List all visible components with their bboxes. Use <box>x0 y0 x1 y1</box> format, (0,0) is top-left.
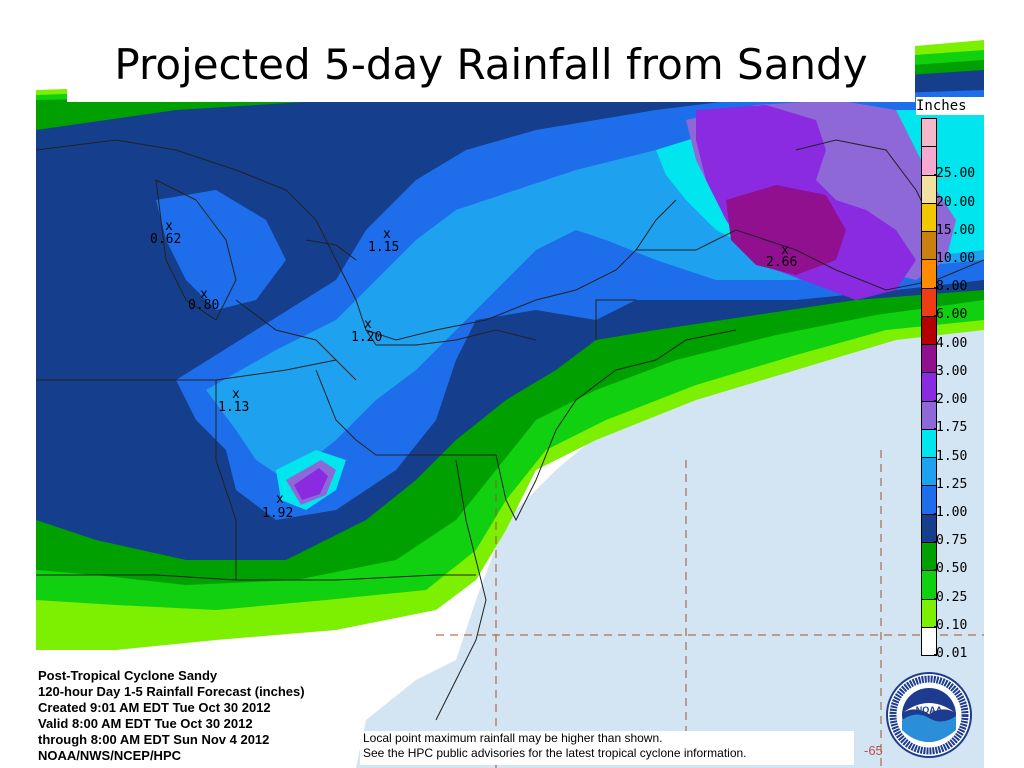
point-maximum-marker: x <box>232 387 240 402</box>
noaa-logo-wave <box>902 714 956 742</box>
point-maximum-value: 1.15 <box>368 240 399 255</box>
legend-swatch <box>922 429 936 459</box>
point-maximum-marker: x <box>200 287 208 302</box>
info-line-created: Created 9:01 AM EDT Tue Oct 30 2012 <box>38 700 271 715</box>
legend-swatch <box>922 203 936 233</box>
legend-level-label: 0.75 <box>933 533 968 549</box>
noaa-logo-text: NOAA <box>916 705 943 715</box>
legend-title: Inches <box>916 97 986 115</box>
offshore-grid-lines <box>436 450 984 768</box>
point-maximum-value: 1.92 <box>262 506 293 521</box>
legend-swatch <box>922 599 936 628</box>
info-line-product: 120-hour Day 1-5 Rainfall Forecast (inch… <box>38 684 305 699</box>
point-maximum-5: x 1.92 <box>262 492 293 521</box>
noaa-logo-band <box>889 675 969 755</box>
point-maximum-marker: x <box>364 317 372 332</box>
info-line-through: through 8:00 AM EDT Sun Nov 4 2012 <box>38 732 270 747</box>
legend-level-label: 20.00 <box>933 194 976 210</box>
rainfall-map: x 0.62 x 0.80 x 1.15 x 1.20 x 1.13 x 1.9… <box>36 0 984 768</box>
point-maximum-2: x 1.15 <box>368 227 399 255</box>
legend-color-bar <box>921 118 937 656</box>
legend-swatch <box>922 486 936 515</box>
ocean-area <box>356 0 984 768</box>
legend-swatch <box>922 627 936 656</box>
info-line-agency: NOAA/NWS/NCEP/HPC <box>38 748 182 763</box>
legend-level-label: 8.00 <box>933 279 968 295</box>
legend-swatch <box>922 401 936 430</box>
point-maximum-value: 0.80 <box>188 298 219 313</box>
legend-level-label: 0.10 <box>933 617 968 633</box>
legend-level-label: 10.00 <box>933 251 976 267</box>
point-maximum-0: x 0.62 <box>150 219 181 247</box>
legend-level-label: 2.00 <box>933 392 968 408</box>
point-maximum-3: x 1.20 <box>351 317 382 345</box>
legend-level-label: 1.25 <box>933 476 968 492</box>
legend-swatch <box>922 316 936 346</box>
point-maximum-4: x 1.13 <box>218 387 249 415</box>
legend-swatch <box>922 542 936 572</box>
page-title: Projected 5-day Rainfall from Sandy <box>114 39 868 89</box>
legend-swatch <box>922 175 936 204</box>
point-maximum-value: 1.20 <box>351 330 382 345</box>
point-maximum-marker: x <box>781 243 789 258</box>
legend-level-label: 25.00 <box>933 166 976 182</box>
point-maximum-marker: x <box>276 492 284 507</box>
point-maximum-1: x 0.80 <box>188 287 219 313</box>
corner-number: -65 <box>864 743 883 758</box>
legend-swatch <box>922 232 936 261</box>
point-maximum-marker: x <box>383 227 391 242</box>
point-maximum-value: 0.62 <box>150 232 181 247</box>
legend-swatch <box>922 458 936 487</box>
legend-swatch <box>922 260 936 289</box>
legend-level-label: 4.00 <box>933 335 968 351</box>
legend-swatch <box>922 571 936 600</box>
legend-swatch <box>922 119 936 148</box>
forecast-info-box: Post-Tropical Cyclone Sandy 120-hour Day… <box>38 668 353 764</box>
point-maximum-marker: x <box>165 219 173 234</box>
legend-level-label: 1.75 <box>933 420 968 436</box>
disclaimer-line-1: Local point maximum rainfall may be high… <box>363 731 663 745</box>
point-maximum-value: 1.13 <box>218 400 249 415</box>
noaa-logo-icon: NOAA <box>886 672 972 758</box>
legend-level-label: 15.00 <box>933 222 976 238</box>
noaa-logo-bird <box>904 703 954 714</box>
disclaimer-line-2: See the HPC public advisories for the la… <box>363 746 747 760</box>
legend-swatch <box>922 373 936 402</box>
political-boundaries <box>36 139 984 721</box>
legend-level-label: 1.00 <box>933 504 968 520</box>
legend-level-label: 0.50 <box>933 561 968 577</box>
legend-level-label: 0.25 <box>933 589 968 605</box>
info-line-storm: Post-Tropical Cyclone Sandy <box>38 668 218 683</box>
info-line-valid: Valid 8:00 AM EDT Tue Oct 30 2012 <box>38 716 253 731</box>
legend-level-label: 6.00 <box>933 307 968 323</box>
title-banner: Projected 5-day Rainfall from Sandy <box>67 26 915 102</box>
legend-level-label: 3.00 <box>933 363 968 379</box>
legend-level-label: 0.01 <box>933 646 968 661</box>
legend-swatch <box>922 288 936 317</box>
legend-level-label: 1.50 <box>933 448 968 464</box>
legend-labels: 25.00 20.00 15.00 10.00 8.00 6.00 4.00 3.00 2.00… <box>933 118 984 661</box>
legend-swatch <box>922 514 936 543</box>
disclaimer-note: Local point maximum rainfall may be high… <box>360 731 854 765</box>
point-maximum-6: x 2.66 <box>766 243 797 270</box>
point-maximum-value: 2.66 <box>766 255 797 270</box>
legend-swatch <box>922 147 936 176</box>
rain-band-3-00 <box>726 185 846 275</box>
legend-swatch <box>922 345 936 374</box>
